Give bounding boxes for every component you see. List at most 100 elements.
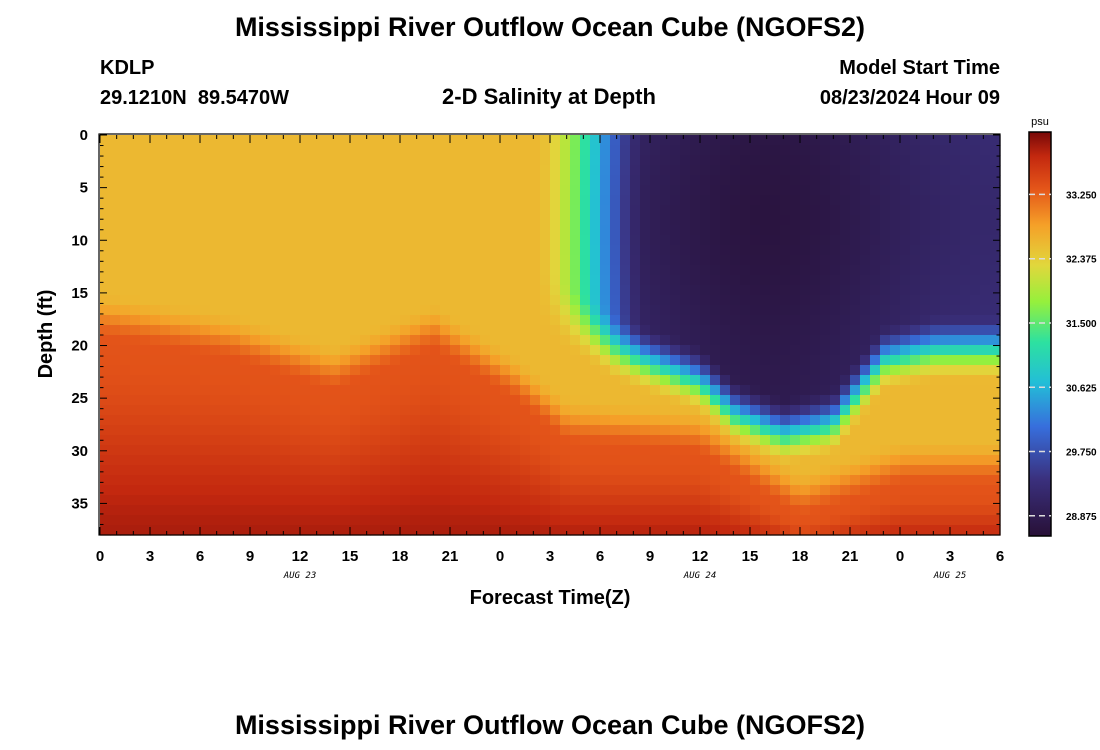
- heatmap-cell: [560, 415, 571, 426]
- heatmap-cell: [190, 385, 201, 396]
- heatmap-cell: [110, 365, 121, 376]
- heatmap-cell: [880, 475, 891, 486]
- heatmap-cell: [430, 155, 441, 166]
- heatmap-cell: [470, 445, 481, 456]
- heatmap-cell: [170, 405, 181, 416]
- heatmap-cell: [330, 275, 341, 286]
- heatmap-cell: [820, 255, 831, 266]
- heatmap-cell: [110, 345, 121, 356]
- heatmap-cell: [100, 425, 111, 436]
- heatmap-cell: [150, 485, 161, 496]
- heatmap-cell: [420, 445, 431, 456]
- x-tick-label: 3: [546, 548, 554, 565]
- heatmap-cell: [330, 245, 341, 256]
- heatmap-cell: [150, 335, 161, 346]
- heatmap-cell: [650, 465, 661, 476]
- heatmap-cell: [380, 195, 391, 206]
- heatmap-cell: [560, 335, 571, 346]
- heatmap-cell: [880, 455, 891, 466]
- heatmap-cell: [850, 475, 861, 486]
- heatmap-cell: [650, 505, 661, 516]
- heatmap-cell: [110, 245, 121, 256]
- heatmap-cell: [970, 355, 981, 366]
- heatmap-cell: [370, 185, 381, 196]
- heatmap-cell: [860, 275, 871, 286]
- heatmap-cell: [740, 435, 751, 446]
- heatmap-cell: [650, 205, 661, 216]
- heatmap-cell: [480, 415, 491, 426]
- heatmap-cell: [180, 375, 191, 386]
- heatmap-cell: [840, 135, 851, 146]
- heatmap-cell: [620, 435, 631, 446]
- heatmap-cell: [590, 235, 601, 246]
- heatmap-cell: [680, 245, 691, 256]
- heatmap-cell: [440, 245, 451, 256]
- heatmap-cell: [360, 405, 371, 416]
- heatmap-cell: [880, 325, 891, 336]
- heatmap-cell: [280, 165, 291, 176]
- heatmap-cell: [630, 355, 641, 366]
- heatmap-cell: [570, 375, 581, 386]
- heatmap-cell: [950, 195, 961, 206]
- heatmap-cell: [390, 415, 401, 426]
- heatmap-cell: [250, 325, 261, 336]
- heatmap-cell: [920, 145, 931, 156]
- heatmap-cell: [180, 365, 191, 376]
- heatmap-cell: [850, 455, 861, 466]
- heatmap-cell: [370, 235, 381, 246]
- heatmap-cell: [730, 235, 741, 246]
- heatmap-cell: [770, 505, 781, 516]
- heatmap-cell: [540, 405, 551, 416]
- heatmap-cell: [230, 225, 241, 236]
- heatmap-cell: [300, 465, 311, 476]
- heatmap-cell: [380, 495, 391, 506]
- heatmap-cell: [800, 245, 811, 256]
- heatmap-cell: [420, 285, 431, 296]
- heatmap-cell: [800, 215, 811, 226]
- heatmap-cell: [270, 355, 281, 366]
- heatmap-cell: [290, 265, 301, 276]
- heatmap-cell: [410, 395, 421, 406]
- heatmap-cell: [460, 155, 471, 166]
- heatmap-cell: [560, 245, 571, 256]
- heatmap-cell: [530, 525, 541, 536]
- heatmap-cell: [630, 515, 641, 526]
- heatmap-cell: [440, 405, 451, 416]
- heatmap-cell: [780, 195, 791, 206]
- heatmap-cell: [420, 325, 431, 336]
- heatmap-cell: [240, 225, 251, 236]
- heatmap-cell: [330, 375, 341, 386]
- heatmap-cell: [230, 405, 241, 416]
- heatmap-cell: [530, 325, 541, 336]
- heatmap-cell: [620, 185, 631, 196]
- heatmap-cell: [520, 495, 531, 506]
- heatmap-cell: [440, 495, 451, 506]
- heatmap-cell: [320, 345, 331, 356]
- heatmap-cell: [360, 395, 371, 406]
- heatmap-cell: [560, 195, 571, 206]
- heatmap-cell: [620, 195, 631, 206]
- heatmap-cell: [150, 165, 161, 176]
- heatmap-cell: [530, 295, 541, 306]
- heatmap-cell: [650, 305, 661, 316]
- heatmap-cell: [910, 495, 921, 506]
- heatmap-cell: [420, 315, 431, 326]
- heatmap-cell: [150, 415, 161, 426]
- heatmap-cell: [550, 345, 561, 356]
- heatmap-cell: [830, 305, 841, 316]
- heatmap-cell: [700, 495, 711, 506]
- heatmap-cell: [420, 395, 431, 406]
- heatmap-cell: [930, 455, 941, 466]
- heatmap-cell: [370, 335, 381, 346]
- heatmap-cell: [150, 435, 161, 446]
- heatmap-cell: [590, 495, 601, 506]
- heatmap-cell: [600, 255, 611, 266]
- heatmap-cell: [950, 145, 961, 156]
- heatmap-cell: [550, 455, 561, 466]
- heatmap-cell: [160, 525, 171, 536]
- heatmap-cell: [340, 145, 351, 156]
- heatmap-cell: [370, 505, 381, 516]
- heatmap-cell: [540, 155, 551, 166]
- heatmap-cell: [350, 245, 361, 256]
- heatmap-cell: [550, 525, 561, 536]
